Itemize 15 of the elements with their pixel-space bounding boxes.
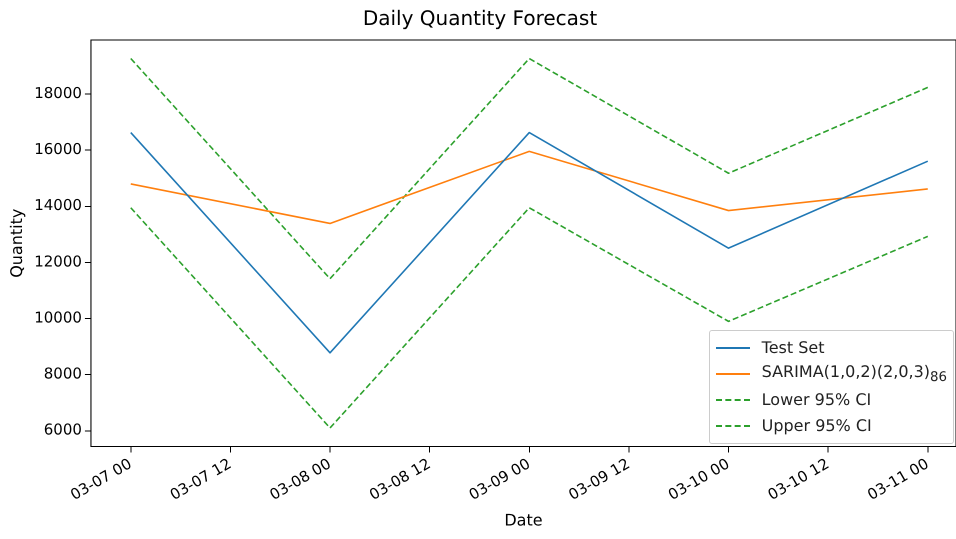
legend-label: Lower 95% CI	[762, 390, 872, 409]
y-axis-title: Quantity	[6, 208, 26, 278]
y-tick-label: 12000	[34, 252, 82, 270]
y-tick-label: 10000	[34, 308, 82, 326]
legend-label: SARIMA(1,0,2)(2,0,3)$_{86}$	[762, 362, 947, 386]
line-series	[130, 58, 929, 280]
legend-label: Upper 95% CI	[762, 416, 872, 435]
y-tick-label: 8000	[44, 364, 82, 383]
chart-title: Daily Quantity Forecast	[362, 6, 598, 30]
y-tick-label: 6000	[44, 420, 82, 439]
y-tick-label: 14000	[34, 196, 82, 214]
y-tick-label: 18000	[34, 84, 82, 102]
y-tick-label: 16000	[34, 140, 82, 158]
x-axis-title: Date	[504, 510, 543, 530]
legend-label: Test Set	[762, 338, 825, 357]
